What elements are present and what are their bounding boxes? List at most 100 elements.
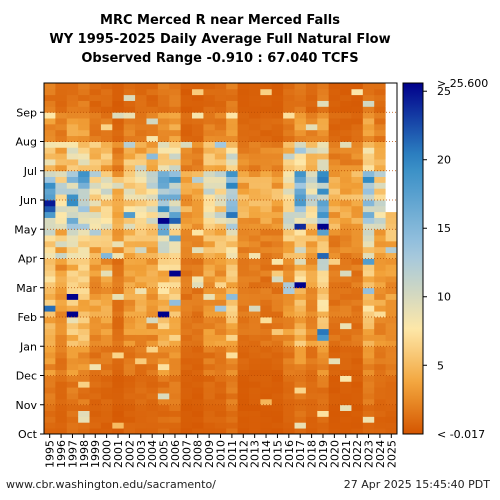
heatmap-cell: [44, 112, 56, 119]
heatmap-cell: [328, 287, 341, 294]
heatmap-cell: [214, 404, 227, 411]
heatmap-cell: [44, 229, 56, 236]
heatmap-cell: [385, 334, 398, 341]
heatmap-cell: [294, 317, 307, 324]
heatmap-cell: [55, 328, 68, 335]
heatmap-cell: [157, 363, 170, 371]
x-tick-label: 2016: [283, 440, 296, 468]
heatmap-cell: [203, 159, 216, 166]
heatmap-cell: [203, 170, 216, 177]
heatmap-cell: [340, 188, 352, 195]
heatmap-cell: [123, 410, 136, 417]
heatmap-cell: [44, 123, 56, 131]
heatmap-cell: [226, 88, 238, 96]
heatmap-cell: [340, 170, 352, 177]
heatmap-cell: [192, 398, 204, 406]
heatmap-cell: [283, 387, 295, 394]
heatmap-cell: [362, 428, 375, 435]
heatmap-cell: [226, 200, 238, 207]
heatmap-cell: [100, 240, 113, 248]
heatmap-cell: [305, 322, 318, 330]
heatmap-cell: [203, 317, 216, 324]
heatmap-cell: [100, 83, 113, 90]
heatmap-cell: [305, 106, 318, 113]
heatmap-cell: [157, 94, 170, 101]
heatmap-cell: [157, 270, 170, 277]
heatmap-cell: [362, 357, 375, 365]
heatmap-cell: [214, 375, 227, 382]
heatmap-cell: [362, 205, 375, 213]
heatmap-cell: [340, 88, 352, 96]
heatmap-cell: [169, 322, 182, 330]
heatmap-cell: [146, 176, 159, 183]
heatmap-cell: [226, 270, 238, 277]
heatmap-cell: [203, 106, 216, 113]
heatmap-cell: [260, 182, 273, 189]
heatmap-cell: [123, 363, 136, 371]
heatmap-cell: [89, 83, 102, 90]
heatmap-cell: [317, 363, 330, 371]
heatmap-cell: [157, 83, 170, 90]
heatmap-cell: [89, 112, 102, 119]
heatmap-cell: [328, 205, 341, 213]
heatmap-cell: [203, 334, 216, 341]
heatmap-cell: [214, 328, 227, 335]
heatmap-cell: [226, 223, 238, 230]
heatmap-cell: [271, 264, 284, 271]
heatmap-cell: [180, 404, 193, 411]
heatmap-cell: [146, 311, 159, 318]
heatmap-cell: [294, 153, 307, 160]
heatmap-cell: [340, 299, 352, 306]
x-tick-label: 2001: [112, 440, 125, 468]
heatmap-cell: [305, 422, 318, 429]
heatmap-cell: [123, 270, 136, 277]
heatmap-cell: [362, 410, 375, 417]
heatmap-cell: [226, 410, 238, 417]
heatmap-cell: [214, 223, 227, 230]
heatmap-cell: [100, 410, 113, 417]
heatmap-cell: [260, 369, 273, 376]
heatmap-cell: [328, 194, 341, 201]
heatmap-cell: [226, 375, 238, 382]
heatmap-cell: [157, 164, 170, 172]
heatmap-cell: [340, 416, 352, 423]
heatmap-cell: [340, 393, 352, 400]
heatmap-cell: [66, 235, 79, 242]
heatmap-cell: [362, 334, 375, 341]
heatmap-cell: [305, 299, 318, 306]
heatmap-cell: [135, 404, 147, 411]
heatmap-cell: [100, 334, 113, 341]
heatmap-cell: [89, 398, 102, 406]
heatmap-cell: [226, 106, 238, 113]
heatmap-cell: [305, 346, 318, 353]
heatmap-cell: [44, 393, 56, 400]
heatmap-cell: [192, 375, 204, 382]
heatmap-cell: [340, 182, 352, 189]
heatmap-cell: [374, 135, 387, 142]
heatmap-cell: [226, 363, 238, 371]
heatmap-cell: [374, 305, 387, 312]
heatmap-cell: [192, 270, 204, 277]
heatmap-cell: [214, 246, 227, 254]
heatmap-cell: [180, 129, 193, 137]
heatmap-cell: [294, 240, 307, 248]
heatmap-cell: [180, 217, 193, 224]
heatmap-cell: [44, 363, 56, 371]
heatmap-cell: [374, 322, 387, 330]
heatmap-cell: [351, 246, 364, 254]
heatmap-cell: [157, 293, 170, 300]
heatmap-cell: [283, 270, 295, 277]
heatmap-cell: [385, 416, 398, 423]
heatmap-cell: [362, 311, 375, 318]
heatmap-cell: [340, 258, 352, 265]
heatmap-cell: [248, 229, 261, 236]
heatmap-cell: [66, 299, 79, 306]
heatmap-cell: [169, 311, 182, 318]
heatmap-cell: [55, 276, 68, 283]
heatmap-cell: [112, 235, 125, 242]
heatmap-cell: [66, 159, 79, 166]
heatmap-cell: [340, 357, 352, 365]
heatmap-cell: [169, 112, 182, 119]
heatmap-cell: [340, 428, 352, 435]
heatmap-cell: [374, 123, 387, 131]
